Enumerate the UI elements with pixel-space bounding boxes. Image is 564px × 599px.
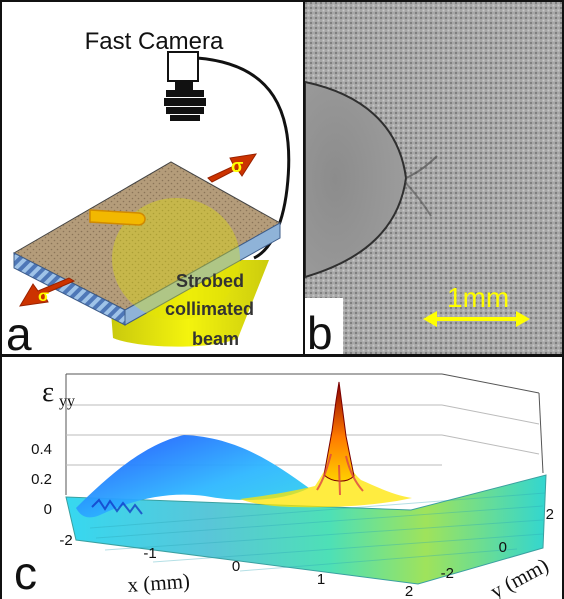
beam-footprint bbox=[112, 198, 240, 320]
svg-text:ε: ε bbox=[42, 376, 54, 408]
strain-surface bbox=[65, 474, 547, 585]
scale-bar-label: 1mm bbox=[447, 282, 509, 313]
scale-bar-arrow-right bbox=[516, 311, 530, 327]
trough-edge-spikes bbox=[91, 498, 143, 515]
z-tick-1: 0.2 bbox=[31, 471, 52, 488]
panel-letter-b-background bbox=[305, 298, 343, 354]
crack-tip-streak-2 bbox=[404, 181, 432, 217]
sample-plate bbox=[12, 161, 282, 326]
x-tick-2: 0 bbox=[232, 558, 240, 575]
svg-text:σ: σ bbox=[231, 156, 243, 176]
x-tick-0: -2 bbox=[59, 532, 72, 549]
z-axis-label: ε yy bbox=[42, 376, 75, 410]
micrograph-svg: b 1mm bbox=[305, 2, 562, 354]
crack-tip-streak-1 bbox=[405, 155, 438, 179]
panel-c-strain-surface: ε yy 0.4 0.2 0 -2 -1 0 1 2 2 0 -2 x (mm)… bbox=[0, 355, 564, 599]
panel-letter-b: b bbox=[307, 307, 333, 354]
beam-label-line1: Strobed bbox=[176, 271, 244, 291]
strain-surface-svg: ε yy 0.4 0.2 0 -2 -1 0 1 2 2 0 -2 x (mm)… bbox=[14, 373, 554, 599]
scale-bar-arrow-left bbox=[423, 311, 437, 327]
x-axis-label: x (mm) bbox=[127, 569, 191, 597]
surface-texture bbox=[89, 492, 546, 572]
svg-text:yy: yy bbox=[59, 393, 75, 410]
strain-trough bbox=[76, 435, 309, 518]
beam-label-line3: beam bbox=[192, 329, 239, 349]
crack-notch bbox=[89, 209, 146, 226]
stress-arrow-bottom: σ bbox=[19, 277, 76, 307]
svg-text:σ: σ bbox=[38, 288, 49, 305]
panel-a-setup-schematic: Fast Camera σ bbox=[0, 0, 305, 356]
x-tick-3: 1 bbox=[317, 571, 325, 588]
camera-icon bbox=[164, 51, 206, 121]
x-tick-4: 2 bbox=[405, 583, 413, 599]
panel-letter-c: c bbox=[14, 547, 37, 599]
crack-opening bbox=[305, 80, 408, 279]
panel-b-micrograph: b 1mm bbox=[303, 0, 564, 356]
camera-label: Fast Camera bbox=[85, 28, 224, 55]
z-tick-0: 0.4 bbox=[31, 441, 52, 458]
y-tick-1: 0 bbox=[499, 539, 507, 556]
y-tick-0: 2 bbox=[546, 506, 554, 523]
panel-letter-a: a bbox=[6, 308, 32, 354]
beam-label-line2: collimated bbox=[165, 299, 254, 319]
z-tick-2: 0 bbox=[44, 501, 52, 518]
peak-spikes bbox=[316, 453, 364, 496]
stress-arrow-top: σ bbox=[207, 153, 258, 183]
y-tick-2: -2 bbox=[441, 565, 454, 582]
x-tick-1: -1 bbox=[143, 545, 156, 562]
setup-schematic-svg: Fast Camera σ bbox=[6, 28, 291, 354]
